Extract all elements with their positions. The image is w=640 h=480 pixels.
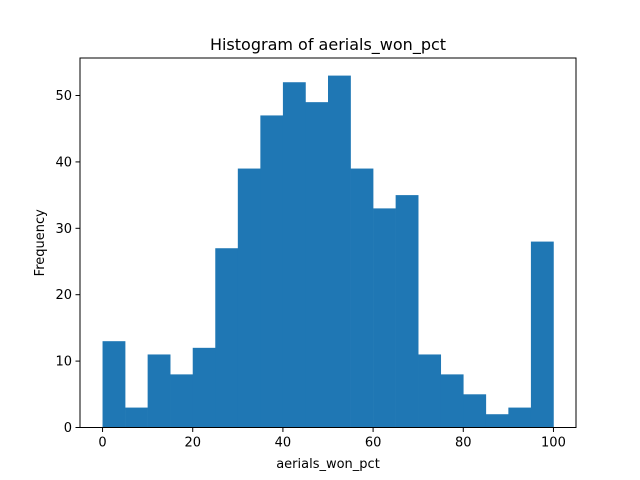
histogram-bar <box>305 102 329 428</box>
y-tick-label: 50 <box>55 89 72 104</box>
y-ticks-group: 0 10 20 30 40 50 <box>55 89 80 436</box>
x-tick-label: 0 <box>98 436 106 451</box>
x-tick-label: 20 <box>184 436 201 451</box>
x-axis-label: aerials_won_pct <box>276 457 380 472</box>
y-tick-label: 40 <box>55 155 72 170</box>
x-tick-label: 60 <box>365 436 382 451</box>
histogram-bar <box>147 354 171 428</box>
y-tick-label: 0 <box>64 421 72 436</box>
y-tick-label: 10 <box>55 355 72 370</box>
x-ticks-group: 0 20 40 60 80 100 <box>98 427 566 451</box>
histogram-bar <box>373 208 396 428</box>
histogram-bar <box>260 115 284 428</box>
x-tick-label: 40 <box>275 436 292 451</box>
histogram-bar <box>170 374 194 428</box>
histogram-bar <box>237 168 261 428</box>
histogram-bar <box>215 248 239 428</box>
histogram-bar <box>395 195 419 428</box>
x-tick-label: 100 <box>541 436 566 451</box>
histogram-bar <box>418 354 442 428</box>
histogram-bar <box>485 414 509 428</box>
x-tick-label: 80 <box>455 436 472 451</box>
histogram-bar <box>440 374 464 428</box>
histogram-bar <box>463 394 487 428</box>
axes-frame <box>79 57 577 428</box>
histogram-bar <box>530 241 554 428</box>
histogram-bar <box>125 407 148 428</box>
histogram-bar <box>328 75 351 428</box>
chart-title: Histogram of aerials_won_pct <box>210 35 446 55</box>
bars-group <box>102 75 554 428</box>
y-tick-label: 20 <box>55 288 72 303</box>
histogram-bar <box>102 341 126 428</box>
y-axis-label: Frequency <box>33 209 48 276</box>
histogram-bar <box>192 347 216 428</box>
y-tick-label: 30 <box>55 222 72 237</box>
histogram-bar <box>508 407 532 428</box>
histogram-bar <box>350 168 374 428</box>
histogram-bar <box>282 82 306 428</box>
